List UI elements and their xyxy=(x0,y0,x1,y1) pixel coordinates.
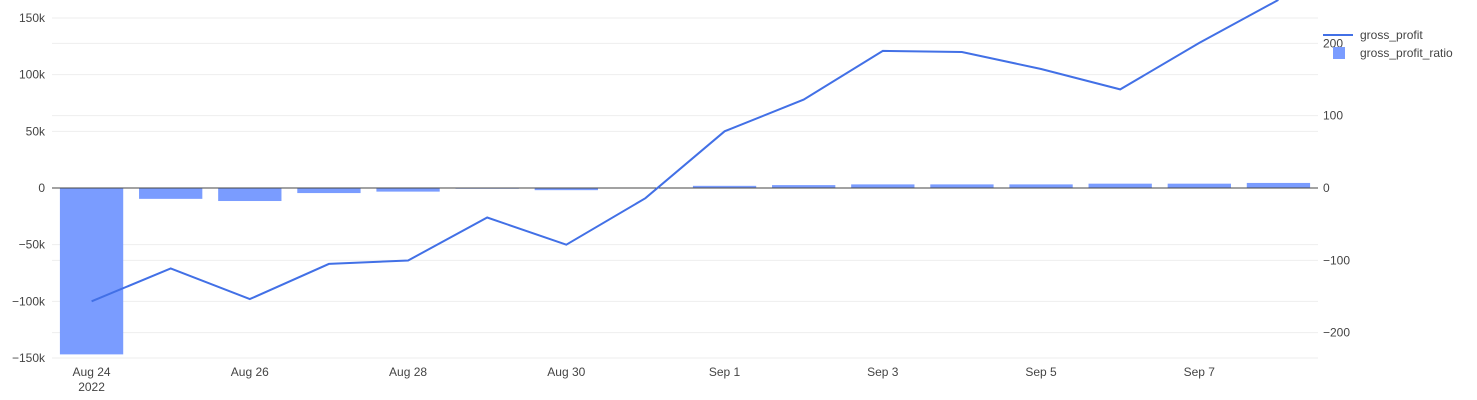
y-left-tick-label-150000: −150k xyxy=(12,351,46,365)
bar-2022-09-06 xyxy=(1088,183,1152,188)
bar-2022-08-30 xyxy=(534,188,598,191)
bar-2022-09-04 xyxy=(930,184,994,188)
x-tick-label-2022-08-30: Aug 30 xyxy=(547,365,585,379)
bar-2022-08-25 xyxy=(139,188,203,199)
bar-2022-08-26 xyxy=(218,188,282,202)
legend[interactable]: gross_profit gross_profit_ratio xyxy=(1323,28,1453,60)
bar-2022-09-03 xyxy=(851,184,915,188)
gridlines xyxy=(52,17,1318,359)
bar-2022-08-24 xyxy=(59,188,124,355)
legend-bar-swatch xyxy=(1333,47,1345,59)
legend-label-gross-profit: gross_profit xyxy=(1360,28,1423,42)
y-right-tick-label-100: −100 xyxy=(1323,253,1350,267)
y-left-tick-label-100000: −100k xyxy=(12,294,46,308)
y-right-tick-label-200: −200 xyxy=(1323,326,1350,340)
x-tick-label-2022-09-01: Sep 1 xyxy=(709,365,741,379)
bar-2022-09-08 xyxy=(1246,182,1311,188)
x-tick-label-2022-09-07: Sep 7 xyxy=(1184,365,1216,379)
y-left-tick-label-0: 0 xyxy=(38,181,45,195)
y-left-tick-label-50000: −50k xyxy=(19,238,46,252)
x-tick-label-2022-08-24: Aug 24 xyxy=(73,365,111,379)
y-right-tick-label-0: 0 xyxy=(1323,181,1330,195)
bar-2022-09-05 xyxy=(1009,184,1073,188)
x-tick-label-2022-09-03: Sep 3 xyxy=(867,365,899,379)
x-tick-label-2022-08-26: Aug 26 xyxy=(231,365,269,379)
x-tick-label-2022-09-05: Sep 5 xyxy=(1025,365,1057,379)
x-tick-sublabel-2022-08-24: 2022 xyxy=(78,380,105,394)
bar-2022-09-02 xyxy=(772,185,836,188)
bar-2022-08-27 xyxy=(297,188,361,194)
legend-item-gross-profit[interactable]: gross_profit xyxy=(1323,28,1423,42)
x-tick-label-2022-08-28: Aug 28 xyxy=(389,365,427,379)
y-left-tick-label-100000: 100k xyxy=(19,68,46,82)
bar-2022-09-01 xyxy=(692,185,757,188)
y-left-tick-label-150000: 150k xyxy=(19,11,46,25)
y-axis-left: 150k 100k 50k 0 −50k −100k −150k xyxy=(12,11,46,365)
line-series-gross-profit xyxy=(91,0,1279,303)
bar-2022-09-07 xyxy=(1167,183,1231,188)
legend-item-gross-profit-ratio[interactable]: gross_profit_ratio xyxy=(1333,46,1453,60)
legend-label-gross-profit-ratio: gross_profit_ratio xyxy=(1360,46,1453,60)
y-right-tick-label-200: 200 xyxy=(1323,36,1343,50)
y-axis-right: 200 100 0 −100 −200 xyxy=(1323,36,1350,339)
bar-series-gross-profit-ratio xyxy=(59,182,1311,355)
y-right-tick-label-100: 100 xyxy=(1323,109,1343,123)
y-left-tick-label-50000: 50k xyxy=(26,124,46,138)
bar-2022-08-28 xyxy=(376,188,440,192)
